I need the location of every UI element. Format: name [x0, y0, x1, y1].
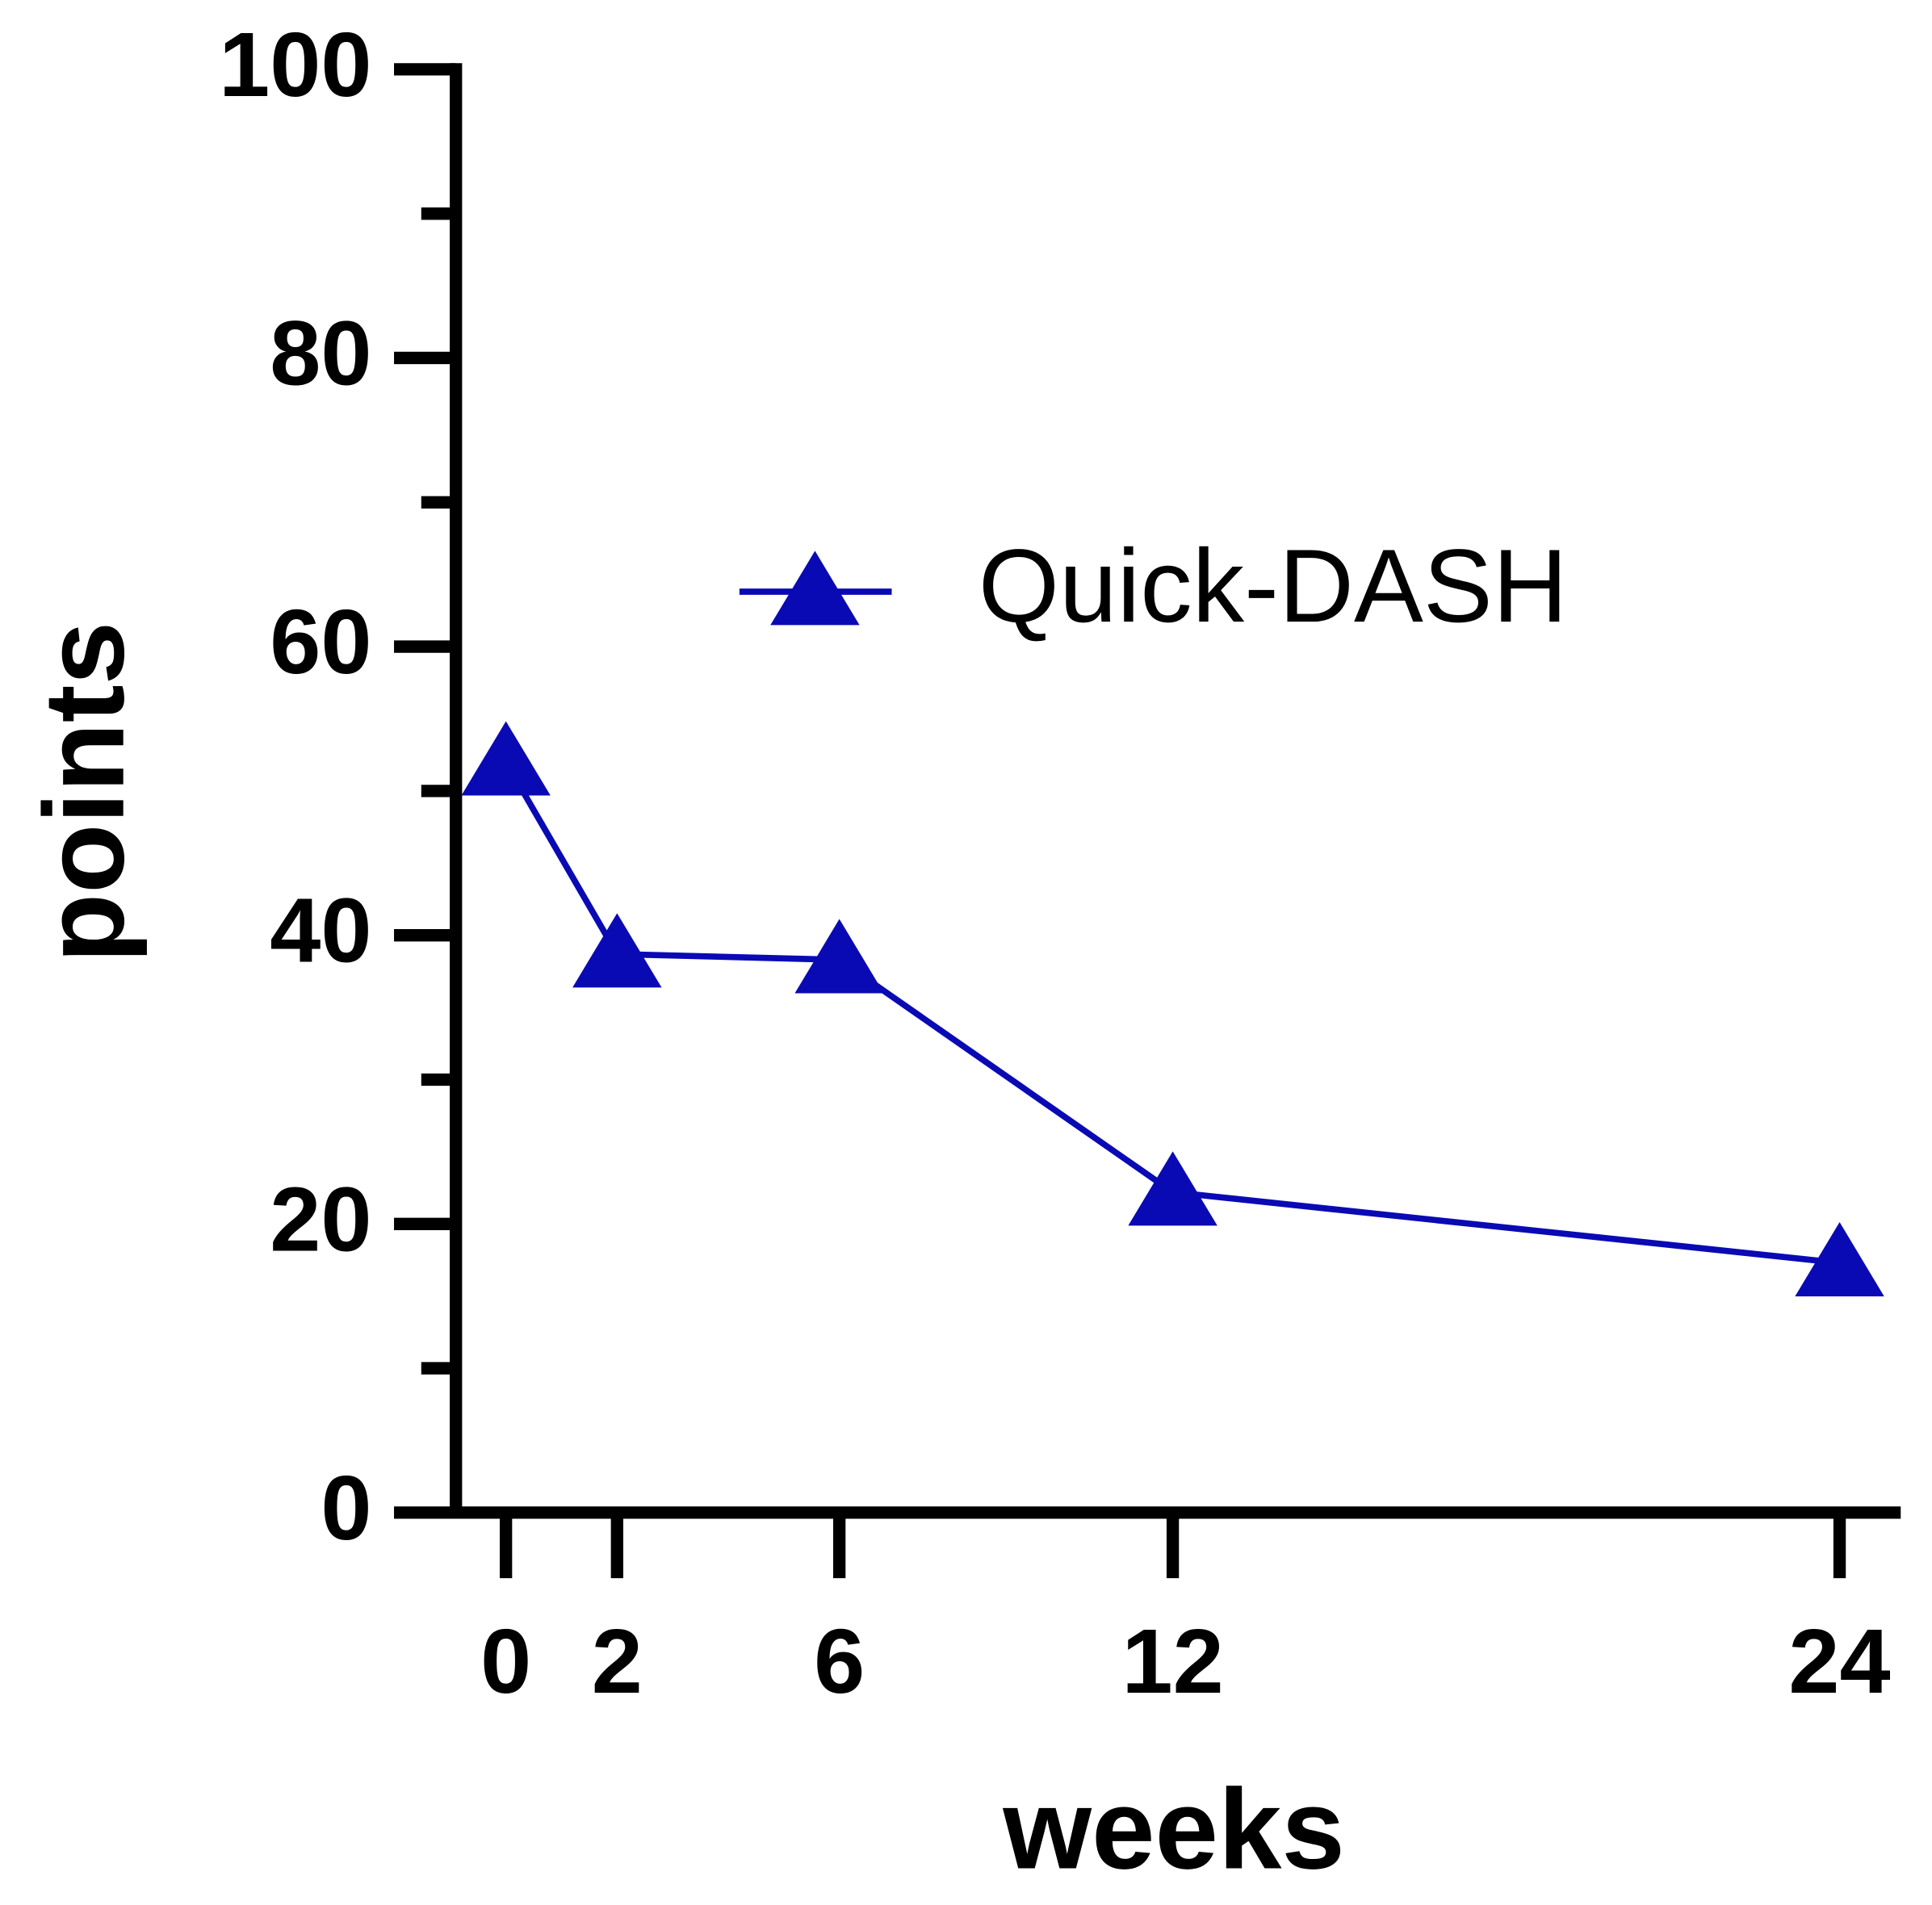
y-tick-label: 80	[270, 303, 371, 405]
y-tick-label: 20	[270, 1168, 371, 1271]
x-axis-title: weeks	[1002, 1765, 1345, 1892]
y-tick-label: 100	[219, 14, 371, 116]
data-point	[1128, 1151, 1217, 1226]
x-tick-label: 12	[1121, 1610, 1223, 1713]
x-tick-label: 0	[480, 1610, 531, 1713]
legend-label: Quick-DASH	[979, 528, 1568, 644]
y-axis-title: points	[20, 622, 148, 963]
data-point	[572, 913, 662, 988]
x-tick-label: 6	[814, 1610, 865, 1713]
y-tick-label: 40	[270, 880, 371, 982]
y-tick-label: 0	[321, 1457, 371, 1560]
data-point	[1795, 1221, 1884, 1296]
legend-marker	[770, 551, 860, 626]
x-tick-label: 2	[592, 1610, 643, 1713]
data-point	[794, 919, 884, 994]
y-tick-label: 60	[270, 591, 371, 693]
data-point	[461, 721, 551, 796]
x-tick-label: 24	[1788, 1610, 1890, 1713]
